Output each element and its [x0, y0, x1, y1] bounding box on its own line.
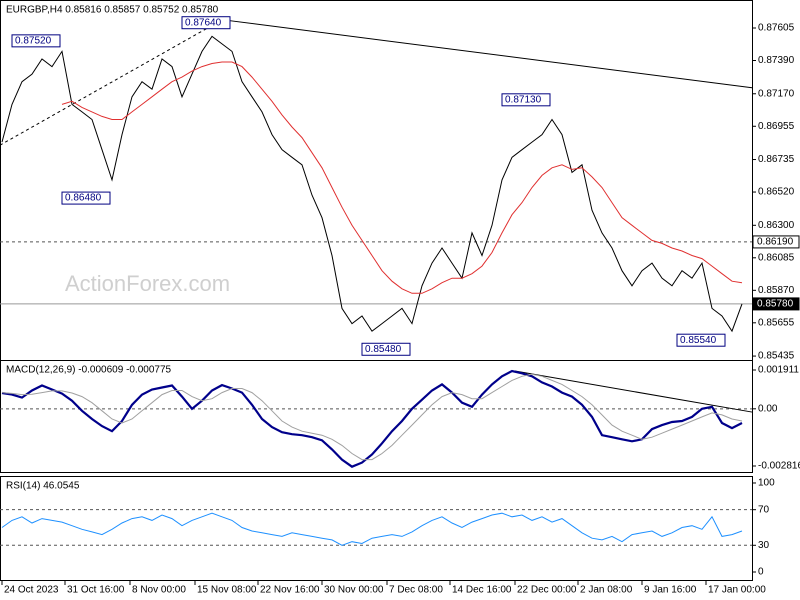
panel-frame	[0, 360, 753, 473]
y-tick-label: 0.86520	[758, 187, 795, 198]
panel-title: EURGBP,H4 0.85816 0.85857 0.85752 0.8578…	[6, 5, 219, 16]
y-tick-label: 0.87390	[758, 55, 795, 66]
annotation-label: 0.87130	[505, 94, 542, 105]
panel-title: RSI(14) 46.0545	[6, 481, 80, 492]
y-tick-label: 0.86735	[758, 154, 795, 165]
annotation-label: 0.87520	[15, 35, 52, 46]
y-tick-label: 0.00	[758, 403, 778, 414]
series-line	[1, 35, 743, 333]
series-line	[1, 373, 743, 461]
level-label: 0.85780	[757, 299, 794, 310]
y-tick-label: 0.87605	[758, 23, 795, 34]
x-tick-label: 9 Jan 16:00	[644, 585, 697, 596]
panel-frame	[0, 476, 753, 581]
y-tick-label: 0.001911	[758, 365, 799, 376]
x-tick-label: 2 Jan 08:00	[580, 585, 633, 596]
x-tick-label: 8 Nov 00:00	[132, 585, 186, 596]
annotation-box	[676, 333, 726, 347]
y-tick-label: 0.87170	[758, 88, 795, 99]
x-tick-label: 31 Oct 16:00	[67, 585, 125, 596]
annotation-box	[501, 93, 551, 107]
annotation-box	[61, 191, 111, 205]
series-line	[61, 61, 743, 294]
annotation-box	[181, 16, 231, 30]
annotation-label: 0.85540	[680, 335, 717, 346]
level-label: 0.86190	[757, 237, 794, 248]
x-tick-label: 14 Dec 16:00	[452, 585, 512, 596]
y-tick-label: 100	[758, 478, 775, 489]
annotation-label: 0.87640	[185, 17, 222, 28]
level-box	[752, 297, 800, 311]
panel-frame	[0, 0, 753, 361]
y-tick-label: -0.002816	[758, 461, 800, 472]
y-tick-label: 0.86300	[758, 220, 795, 231]
level-box	[752, 235, 800, 249]
y-tick-label: 30	[758, 540, 770, 551]
trend-line	[514, 370, 753, 413]
panel-title: MACD(12,26,9) -0.000609 -0.000775	[6, 365, 172, 376]
annotation-box	[11, 34, 61, 48]
watermark: ActionForex.com	[65, 271, 230, 296]
x-tick-label: 17 Jan 00:00	[708, 585, 766, 596]
y-tick-label: 0.85655	[758, 317, 795, 328]
y-tick-label: 0	[758, 567, 764, 578]
annotation-box	[361, 342, 411, 356]
annotation-label: 0.86480	[65, 193, 102, 204]
x-tick-label: 22 Dec 00:00	[517, 585, 577, 596]
x-tick-label: 15 Nov 08:00	[197, 585, 257, 596]
x-tick-label: 22 Nov 16:00	[260, 585, 320, 596]
x-tick-label: 30 Nov 00:00	[324, 585, 384, 596]
y-tick-label: 0.85435	[758, 351, 795, 362]
annotation-label: 0.85480	[365, 344, 402, 355]
y-tick-label: 0.85870	[758, 285, 795, 296]
y-tick-label: 0.86085	[758, 252, 795, 263]
y-tick-label: 0.86955	[758, 121, 795, 132]
series-line	[1, 512, 743, 546]
series-line	[1, 369, 743, 468]
x-tick-label: 24 Oct 2023	[4, 585, 59, 596]
y-tick-label: 70	[758, 504, 770, 515]
x-tick-label: 7 Dec 08:00	[389, 585, 443, 596]
trend-line	[221, 19, 753, 89]
